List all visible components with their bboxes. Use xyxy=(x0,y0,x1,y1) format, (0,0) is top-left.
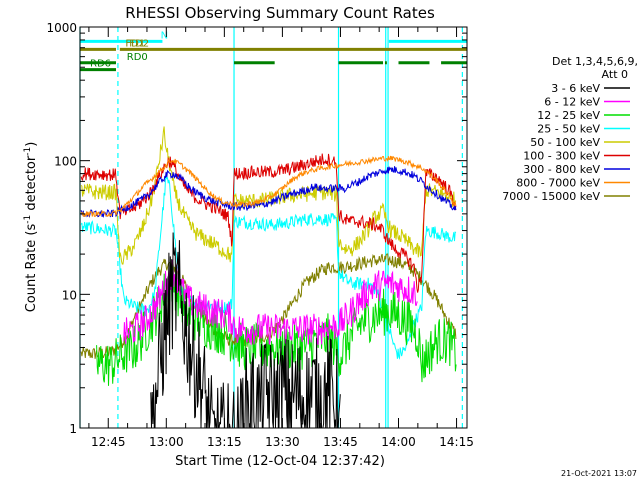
x-tick-label: 13:00 xyxy=(149,435,184,449)
series-line-4 xyxy=(80,126,457,265)
legend-label: 25 - 50 keV xyxy=(537,123,600,136)
y-axis-label: Count Rate (s-1 detector-1) xyxy=(23,142,39,313)
series-line-6 xyxy=(80,166,457,219)
x-tick-label: 14:15 xyxy=(439,435,474,449)
series-line-5 xyxy=(80,153,457,293)
y-tick-label: 1000 xyxy=(46,21,77,35)
y-tick-label: 1 xyxy=(69,422,77,436)
chart-title: RHESSI Observing Summary Count Rates xyxy=(125,4,435,22)
series-lines xyxy=(80,126,457,429)
legend-header-detectors: Det 1,3,4,5,6,9, xyxy=(552,55,638,68)
state-label-fd2: FD2 xyxy=(129,38,149,49)
state-label-n: N xyxy=(161,30,168,41)
legend-label: 50 - 100 keV xyxy=(530,136,600,149)
legend-label: 300 - 800 keV xyxy=(523,163,600,176)
legend-label: 7000 - 15000 keV xyxy=(502,190,600,203)
series-line-2 xyxy=(96,262,457,386)
y-tick-label: 100 xyxy=(54,155,77,169)
legend-label: 6 - 12 keV xyxy=(544,96,600,109)
series-line-3 xyxy=(80,175,457,360)
axes: 1 10 100 1000 12:45 13:00 13:15 13:30 13:45 14:00… xyxy=(46,21,473,449)
legend-label: 12 - 25 keV xyxy=(537,109,600,122)
series-line-0 xyxy=(150,232,341,429)
x-tick-label: 13:45 xyxy=(323,435,358,449)
x-tick-label: 13:15 xyxy=(207,435,242,449)
x-tick-label: 12:45 xyxy=(91,435,126,449)
state-label-rd0: RD0 xyxy=(127,52,148,63)
x-tick-label: 14:00 xyxy=(381,435,416,449)
generation-timestamp: 21-Oct-2021 13:07 xyxy=(561,469,637,478)
series-line-7 xyxy=(81,155,457,218)
y-tick-label: 10 xyxy=(62,288,77,302)
x-axis-label: Start Time (12-Oct-04 12:37:42) xyxy=(175,454,385,469)
plot-frame xyxy=(79,26,468,429)
state-label-rd6: RD6 xyxy=(90,59,111,70)
legend-label: 100 - 300 keV xyxy=(523,150,600,163)
legend-label: 800 - 7000 keV xyxy=(516,177,600,190)
series-line-8 xyxy=(80,253,457,359)
state-label-fd1: FD1 xyxy=(125,38,145,49)
legend-label: 3 - 6 keV xyxy=(551,82,600,95)
legend-header-attenuator: Att 0 xyxy=(602,68,628,81)
x-tick-label: 13:30 xyxy=(265,435,300,449)
